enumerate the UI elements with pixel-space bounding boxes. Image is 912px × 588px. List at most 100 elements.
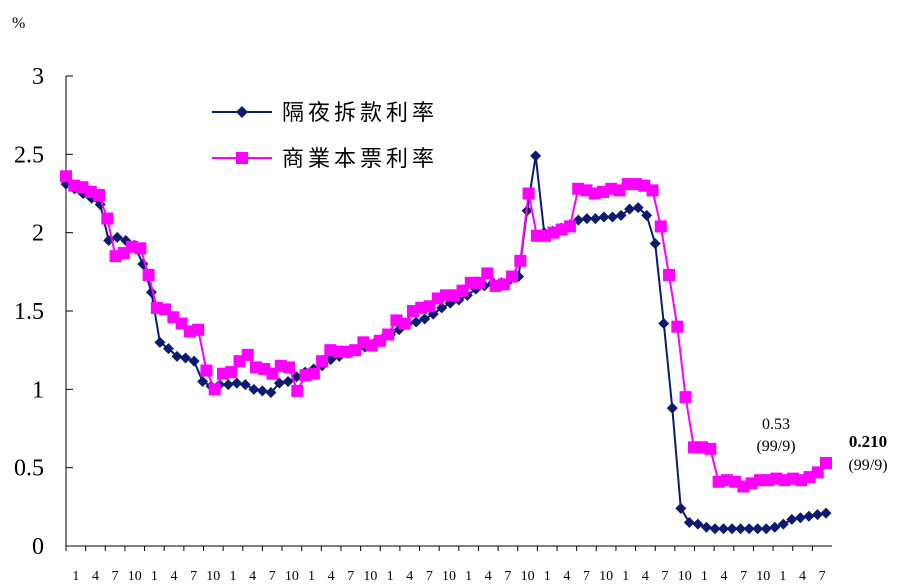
data-point <box>111 231 123 243</box>
data-point <box>683 517 695 528</box>
data-point <box>283 361 296 374</box>
x-tick-label: 7 <box>190 569 197 584</box>
data-point <box>197 376 209 387</box>
data-point <box>803 510 815 522</box>
legend-item: 商業本票利率 <box>212 147 438 172</box>
annotation-value: 0.53 <box>762 416 790 433</box>
data-point <box>646 184 659 197</box>
x-tick-label: 4 <box>563 569 570 584</box>
data-point <box>607 211 619 223</box>
data-point <box>735 523 747 535</box>
data-point <box>192 323 205 336</box>
data-point <box>811 466 824 479</box>
x-tick-label: 1 <box>701 569 708 584</box>
unit-label: % <box>12 15 25 32</box>
data-point <box>291 384 304 397</box>
data-point <box>134 242 147 255</box>
data-point <box>506 270 519 283</box>
data-point <box>93 189 106 202</box>
data-point <box>692 518 704 530</box>
x-tick-label: 10 <box>442 569 456 584</box>
data-point <box>794 512 806 524</box>
series-1 <box>60 170 832 493</box>
x-tick-label: 1 <box>622 569 629 584</box>
x-tick-label: 10 <box>206 569 220 584</box>
x-tick-label: 4 <box>328 569 335 584</box>
data-point <box>624 203 636 215</box>
data-point <box>398 317 411 330</box>
data-point <box>726 523 738 535</box>
data-point <box>811 509 823 521</box>
x-tick-label: 1 <box>544 569 551 584</box>
data-point <box>481 267 494 280</box>
data-point <box>248 383 260 395</box>
data-point <box>820 507 832 519</box>
legend-item: 隔夜拆款利率 <box>212 101 434 126</box>
x-tick-label: 1 <box>308 569 315 584</box>
data-point <box>615 209 627 221</box>
x-tick-label: 4 <box>642 569 649 584</box>
data-point <box>760 523 772 535</box>
data-point <box>307 367 320 380</box>
data-point <box>282 376 294 387</box>
data-point <box>239 379 251 391</box>
data-point <box>382 328 395 341</box>
x-tick-label: 7 <box>583 569 590 584</box>
legend-label: 商業本票利率 <box>282 147 438 172</box>
x-tick-label: 7 <box>347 569 354 584</box>
y-tick-label: 0 <box>32 534 44 560</box>
data-point <box>743 523 755 535</box>
data-point <box>675 502 687 514</box>
data-point <box>208 383 221 396</box>
x-tick-label: 10 <box>285 569 299 584</box>
x-tick-label: 4 <box>799 569 806 584</box>
data-point <box>598 211 610 223</box>
data-point <box>316 355 329 368</box>
y-tick-label: 1.5 <box>14 299 44 325</box>
x-tick-label: 7 <box>662 569 669 584</box>
data-point <box>256 385 268 397</box>
x-tick-label: 1 <box>465 569 472 584</box>
x-tick-label: 1 <box>151 569 158 584</box>
data-point <box>225 366 238 379</box>
x-tick-label: 4 <box>406 569 413 584</box>
data-point <box>142 268 155 281</box>
x-tick-label: 7 <box>426 569 433 584</box>
data-point <box>777 518 789 530</box>
data-point <box>641 209 653 221</box>
data-point <box>700 521 712 533</box>
data-point <box>718 523 730 535</box>
annotation-date: (99/9) <box>848 457 887 474</box>
y-tick-label: 0.5 <box>14 456 44 482</box>
data-point <box>410 316 422 328</box>
data-point <box>200 364 213 377</box>
y-tick-label: 1 <box>32 377 44 403</box>
x-tick-label: 4 <box>485 569 492 584</box>
data-point <box>60 170 72 183</box>
data-point <box>820 456 832 469</box>
data-point <box>473 276 486 289</box>
x-tick-label: 1 <box>72 569 79 584</box>
x-tick-label: 7 <box>740 569 747 584</box>
y-tick-label: 2 <box>32 221 44 247</box>
annotation-commercial-paper: 0.53 (99/9) <box>756 416 795 455</box>
x-tick-label: 7 <box>504 569 511 584</box>
x-axis: 1 4 7 10 1 4 7 10 1 4 7 10 1 4 7 10 1 4 7 10 1 4 7 10 1 4 7 10 1 4 7 10… <box>65 545 832 584</box>
x-tick-label: 4 <box>171 569 178 584</box>
x-tick-label: 1 <box>229 569 236 584</box>
x-tick-label: 7 <box>819 569 826 584</box>
annotation-date: (99/9) <box>756 438 795 455</box>
data-point <box>752 523 764 535</box>
series-layer <box>60 150 832 535</box>
data-point <box>419 313 431 325</box>
x-tick-label: 10 <box>521 569 535 584</box>
data-point <box>769 521 781 533</box>
data-point <box>162 343 174 355</box>
data-point <box>154 336 166 348</box>
data-point <box>265 386 277 398</box>
data-point <box>522 187 535 200</box>
series-line <box>65 155 827 530</box>
x-tick-label: 4 <box>92 569 99 584</box>
